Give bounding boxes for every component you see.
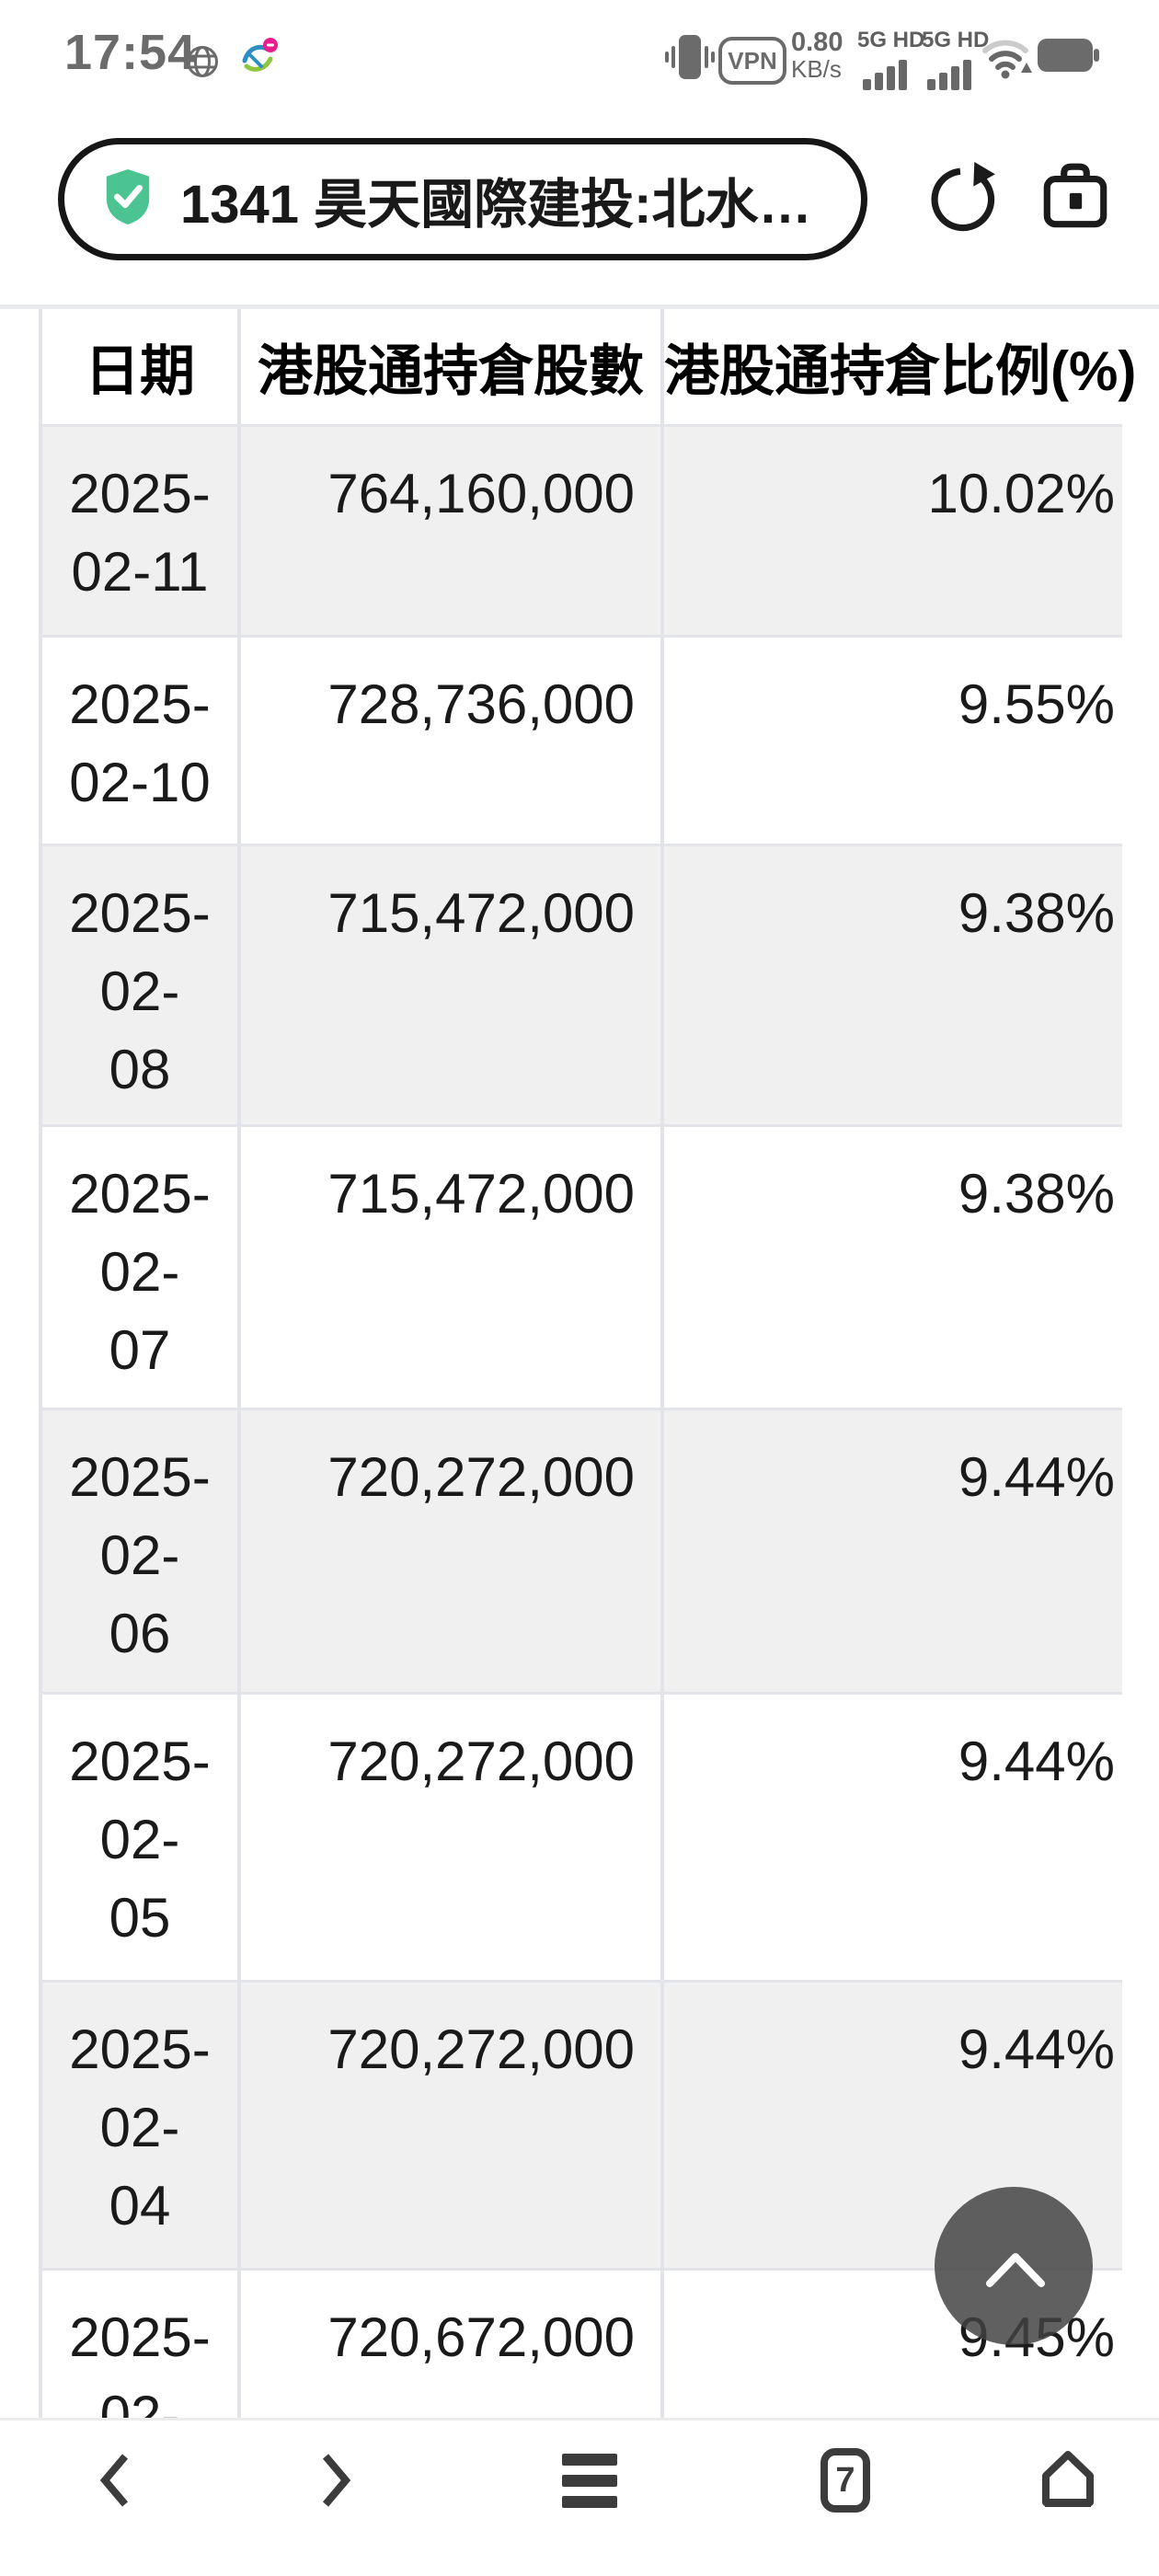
column-header-shares: 港股通持倉股數 bbox=[237, 309, 662, 427]
date-cell: 2025- 02-10 bbox=[39, 636, 239, 846]
back-button[interactable] bbox=[83, 2421, 147, 2540]
table-top-divider bbox=[0, 305, 1159, 309]
date-cell: 2025- 02- 06 bbox=[39, 1409, 239, 1695]
signal-sim2: 5G HD bbox=[922, 28, 990, 95]
ratio-cell: 9.38% bbox=[660, 845, 1122, 1127]
table-row: 2025- 02- 04 720,272,000 9.44% bbox=[39, 1981, 1122, 2271]
table-row: 2025- 02- 06 720,272,000 9.44% bbox=[39, 1409, 1122, 1695]
date-cell: 2025- 02- 07 bbox=[39, 1125, 239, 1410]
scroll-to-top-button[interactable] bbox=[935, 2187, 1093, 2345]
clock: 17:54 bbox=[64, 25, 197, 80]
status-bar: 17:54 VPN 0 bbox=[0, 0, 1159, 109]
column-header-ratio: 港股通持倉比例(%) bbox=[660, 309, 1136, 427]
refresh-button[interactable] bbox=[925, 162, 1001, 242]
home-button[interactable] bbox=[1036, 2421, 1100, 2540]
signal-bars-icon bbox=[927, 60, 971, 90]
page-title: 1341 昊天國際建投:北水… bbox=[180, 174, 812, 235]
forward-icon bbox=[322, 2454, 351, 2507]
column-header-date: 日期 bbox=[39, 309, 239, 427]
toolbox-button[interactable] bbox=[1036, 158, 1115, 242]
shares-cell: 764,160,000 bbox=[237, 425, 662, 638]
signal-bars-icon bbox=[863, 60, 907, 90]
date-cell: 2025- 02- 08 bbox=[39, 845, 239, 1127]
tabs-icon: 7 bbox=[820, 2448, 870, 2513]
menu-icon bbox=[562, 2453, 617, 2508]
chevron-up-icon bbox=[986, 2253, 1045, 2287]
network-speed: 0.80 KB/s bbox=[791, 29, 843, 83]
address-bar[interactable]: 1341 昊天國際建投:北水… bbox=[58, 138, 867, 260]
bottom-nav-bar: 7 bbox=[0, 2418, 1159, 2576]
back-icon bbox=[99, 2454, 129, 2507]
signal-label: 5G HD bbox=[922, 28, 990, 52]
shield-check-icon bbox=[101, 167, 155, 231]
table-header-row: 日期 港股通持倉股數 港股通持倉比例(%) bbox=[39, 309, 1136, 427]
menu-button[interactable] bbox=[557, 2421, 622, 2540]
ratio-cell: 9.44% bbox=[660, 1981, 1122, 2271]
ratio-cell: 10.02% bbox=[660, 425, 1122, 638]
table-row: 2025- 02- 05 720,272,000 9.44% bbox=[39, 1693, 1122, 1983]
signal-label: 5G HD bbox=[857, 28, 925, 52]
shares-cell: 720,272,000 bbox=[237, 1981, 662, 2271]
shares-cell: 715,472,000 bbox=[237, 1125, 662, 1410]
wifi-icon bbox=[981, 35, 1034, 84]
net-speed-value: 0.80 bbox=[791, 28, 843, 57]
vpn-badge: VPN bbox=[718, 37, 786, 85]
ratio-cell: 9.38% bbox=[660, 1125, 1122, 1410]
tabs-button[interactable]: 7 bbox=[813, 2421, 878, 2540]
tab-count: 7 bbox=[835, 2461, 855, 2500]
forward-button[interactable] bbox=[304, 2421, 368, 2540]
shares-cell: 720,272,000 bbox=[237, 1693, 662, 1983]
ratio-cell: 9.44% bbox=[660, 1693, 1122, 1983]
shares-cell: 715,472,000 bbox=[237, 845, 662, 1127]
date-cell: 2025- 02- 04 bbox=[39, 1981, 239, 2271]
vibrate-icon bbox=[664, 33, 716, 86]
battery-icon bbox=[1038, 39, 1100, 76]
net-speed-unit: KB/s bbox=[791, 55, 842, 83]
ratio-cell: 9.44% bbox=[660, 1409, 1122, 1695]
shares-cell: 728,736,000 bbox=[237, 636, 662, 846]
table-row: 2025- 02- 08 715,472,000 9.38% bbox=[39, 845, 1122, 1127]
table-row: 2025- 02- 07 715,472,000 9.38% bbox=[39, 1125, 1122, 1410]
table-row: 2025- 02-10 728,736,000 9.55% bbox=[39, 636, 1122, 846]
date-cell: 2025- 02- 05 bbox=[39, 1693, 239, 1983]
ratio-cell: 9.55% bbox=[660, 636, 1122, 846]
vpn-label: VPN bbox=[728, 46, 777, 75]
globe-icon bbox=[186, 45, 219, 83]
home-icon bbox=[1042, 2451, 1094, 2507]
carrier-logo-icon bbox=[235, 37, 280, 86]
table-row: 2025- 02-11 764,160,000 10.02% bbox=[39, 425, 1122, 638]
date-cell: 2025- 02-11 bbox=[39, 425, 239, 638]
shares-cell: 720,272,000 bbox=[237, 1409, 662, 1695]
signal-sim1: 5G HD bbox=[857, 28, 925, 95]
